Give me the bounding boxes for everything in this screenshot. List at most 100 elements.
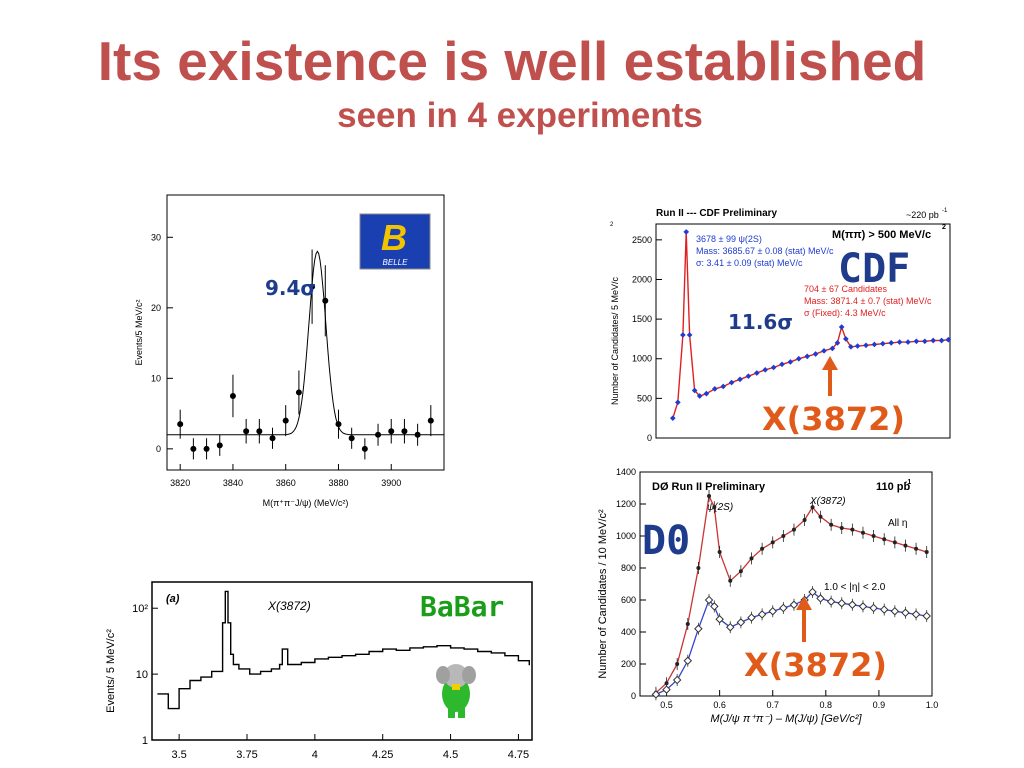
d0-ytick-label: 800: [621, 563, 636, 573]
d0-data-point: [816, 594, 825, 603]
belle-ytick-label: 0: [156, 444, 161, 454]
d0-fit-curve: [655, 493, 927, 694]
cdf-psi-fit-text: 3678 ± 99 ψ(2S): [696, 234, 762, 244]
cdf-data-point: [834, 340, 841, 346]
d0-fit-curve: [655, 591, 927, 695]
cdf-data-point: [921, 338, 928, 345]
babar-mascot-ear: [436, 666, 450, 684]
d0-ylabel: Number of Candidates / 10 MeV/c²: [597, 509, 609, 679]
d0-data-point: [839, 526, 844, 530]
cdf-cut: M(ππ) > 500 MeV/c: [832, 229, 931, 241]
cdf-data-point: [762, 367, 769, 373]
d0-title: DØ Run II Preliminary: [652, 481, 766, 493]
belle-xtick-label: 3880: [328, 478, 348, 488]
cdf-x-fit-text: Mass: 3871.4 ± 0.7 (stat) MeV/c: [804, 296, 932, 306]
d0-xtick-label: 0.7: [766, 700, 779, 710]
d0-data-point: [837, 598, 846, 608]
belle-data-point: [295, 389, 302, 396]
cdf-data-point: [871, 341, 878, 348]
d0-ytick-label: 0: [631, 691, 636, 701]
d0-data-point: [779, 603, 788, 613]
babar-label: BaBar: [420, 590, 505, 623]
d0-data-point: [726, 622, 735, 632]
cdf-data-point: [686, 332, 693, 338]
d0-xtick-label: 1.0: [926, 700, 939, 710]
belle-data-point: [309, 283, 316, 290]
d0-data-point: [672, 675, 682, 685]
belle-data-point: [322, 297, 329, 304]
d0-data-point: [738, 569, 743, 574]
d0-data-point: [662, 685, 671, 694]
babar-x-label: X(3872): [267, 599, 311, 613]
babar-ytick-label: 10: [136, 669, 148, 681]
cdf-data-point: [720, 383, 727, 390]
d0-ytick-label: 400: [621, 627, 636, 637]
d0-ytick-label: 200: [621, 659, 636, 669]
cdf-data-point: [669, 415, 676, 422]
belle-data-point: [229, 392, 236, 399]
cdf-data-point: [896, 339, 903, 345]
cdf-plot-svg: Run II --- CDF Preliminary ~220 pb -1 M(ππ)…: [610, 208, 952, 443]
cdf-ylabel-sup: 2: [610, 222, 614, 228]
d0-data-point: [694, 624, 703, 634]
belle-data-point: [361, 445, 368, 452]
cdf-lumi-sup: -1: [942, 208, 948, 214]
d0-data-point: [860, 530, 865, 535]
d0-data-point: [869, 603, 878, 613]
cdf-x-fit-text: σ (Fixed): 4.3 MeV/c: [804, 308, 886, 318]
d0-all-eta-label: All η: [888, 518, 907, 529]
cdf-data-point: [683, 229, 690, 235]
belle-data-point: [203, 445, 210, 452]
slide-title: Its existence is well established: [97, 30, 927, 92]
cdf-significance: 11.6σ: [728, 310, 793, 334]
cdf-data-point: [913, 338, 920, 345]
cdf-data-point: [945, 336, 952, 343]
cdf-data-point: [737, 376, 743, 383]
belle-data-point: [414, 431, 421, 438]
d0-data-point: [728, 578, 733, 583]
d0-data-point: [749, 556, 754, 561]
babar-xtick-label: 4: [312, 749, 318, 761]
cdf-data-point: [804, 353, 811, 360]
cdf-psi-fit-text: σ: 3.41 ± 0.09 (stat) MeV/c: [696, 258, 803, 268]
cdf-data-point: [879, 340, 886, 347]
belle-ylabel: Events/5 MeV/c²: [134, 299, 144, 365]
d0-data-point: [757, 610, 767, 619]
cdf-ytick-label: 0: [647, 433, 652, 443]
d0-data-point: [760, 546, 765, 551]
babar-xtick-label: 3.75: [236, 749, 257, 761]
d0-xtick-label: 0.5: [660, 700, 673, 710]
belle-xtick-label: 3900: [381, 478, 401, 488]
babar-xtick-label: 4.5: [443, 749, 458, 761]
cdf-ytick-label: 1000: [632, 354, 652, 364]
d0-data-point: [911, 610, 921, 619]
d0-data-point: [696, 566, 701, 570]
d0-data-point: [802, 518, 807, 522]
cdf-ytick-label: 1500: [632, 314, 652, 324]
cdf-data-point: [838, 324, 845, 330]
belle-ytick-label: 20: [151, 303, 161, 313]
slide-subtitle: seen in 4 experiments: [337, 96, 703, 135]
d0-data-point: [829, 522, 834, 527]
d0-data-point: [683, 656, 693, 666]
d0-plot-svg: 0.5 0.6 0.7 0.8 0.9 1.0 0 200 400 600 800 1000 1200 1…: [597, 467, 939, 725]
d0-ytick-label: 1200: [616, 499, 636, 509]
d0-data-point: [892, 540, 897, 545]
d0-data-point: [858, 602, 868, 611]
babar-ytick-label: 10²: [132, 603, 148, 615]
cdf-ytick-label: 2000: [632, 274, 652, 284]
cdf-data-point: [888, 340, 895, 346]
cdf-frame: [655, 223, 951, 439]
babar-xtick-label: 4.75: [508, 749, 529, 761]
belle-xtick-label: 3860: [276, 478, 296, 488]
cdf-data-point: [787, 359, 794, 365]
d0-psi-label: ψ(2S): [707, 502, 733, 513]
d0-data-point: [707, 494, 712, 498]
cdf-data-point: [745, 373, 752, 380]
cdf-plot: Run II --- CDF Preliminary ~220 pb -1 M(ππ)…: [604, 196, 956, 476]
d0-data-point: [808, 587, 817, 597]
babar-mascot-icon: [436, 664, 476, 718]
d0-data-point: [848, 600, 857, 610]
d0-ytick-label: 1400: [616, 467, 636, 477]
cdf-data-point: [703, 390, 710, 397]
